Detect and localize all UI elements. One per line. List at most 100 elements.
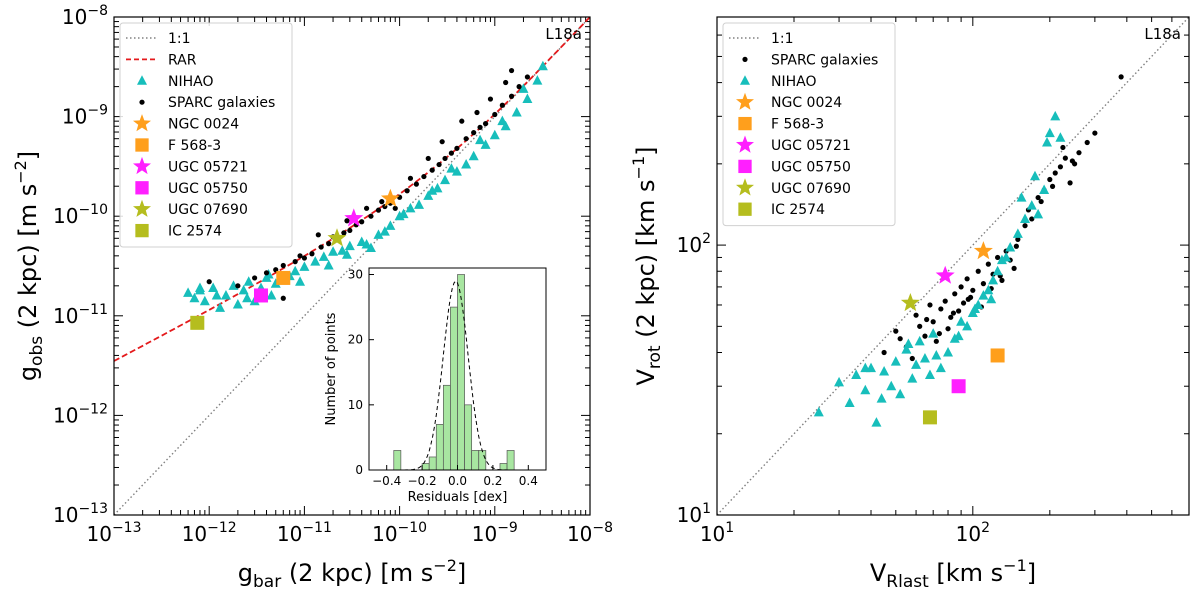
y-tick-label-12-exp: −12: [78, 401, 108, 417]
x-tick-label-8-base: 10: [567, 522, 592, 546]
legend-item-nihao: NIHAO: [740, 74, 816, 90]
series-ic-2574: [922, 410, 937, 425]
point-nihao: [295, 276, 306, 286]
point-nihao: [962, 320, 973, 331]
point-sparc-galaxies: [952, 291, 958, 297]
x-axis-label-part-1: Rlast: [886, 572, 929, 592]
point-sparc-galaxies: [477, 124, 483, 130]
point-sparc-galaxies: [922, 333, 928, 339]
point-ngc-0024: [973, 241, 993, 260]
point-ugc-07690: [327, 228, 347, 247]
point-nihao: [983, 284, 994, 295]
point-sparc-galaxies: [359, 219, 365, 225]
point-sparc-galaxies: [252, 275, 258, 281]
legend-label: NIHAO: [168, 74, 213, 90]
legend-swatch: [137, 75, 147, 85]
point-sparc-galaxies: [960, 300, 967, 306]
point-nihao: [1044, 127, 1055, 138]
point-sparc-galaxies: [1069, 158, 1075, 164]
y-tick-label-12: 10−12: [53, 401, 108, 427]
x-tick-label-1-base: 10: [700, 522, 725, 546]
point-nihao: [1050, 110, 1061, 121]
point-nihao: [427, 185, 438, 195]
point-sparc-galaxies: [893, 328, 899, 334]
point-nihao: [901, 344, 912, 354]
point-nihao: [978, 290, 989, 300]
point-sparc-galaxies: [508, 93, 515, 99]
y-tick-label-11-base: 10: [53, 304, 78, 328]
y-tick-label-9-base: 10: [62, 105, 87, 129]
point-sparc-galaxies: [297, 253, 303, 259]
plot-area: [114, 17, 590, 515]
legend-label: UGC 07690: [771, 181, 851, 197]
point-sparc-galaxies: [927, 302, 933, 308]
point-sparc-galaxies: [985, 261, 991, 267]
x-axis-label: gbar (2 kpc) [m s−2]: [238, 556, 467, 592]
legend-swatch: [139, 99, 145, 105]
point-nihao: [970, 303, 981, 313]
x-axis-label-part-1: bar: [253, 572, 281, 592]
point-sparc-galaxies: [913, 312, 919, 318]
legend-swatch: [133, 199, 151, 217]
point-sparc-galaxies: [499, 102, 505, 108]
point-nihao: [323, 259, 334, 270]
point-sparc-galaxies: [429, 167, 435, 173]
inset-y-tick-label: 10: [348, 398, 363, 412]
point-sparc-galaxies: [881, 349, 887, 356]
y-axis-label-part-3: −1: [629, 156, 648, 180]
legend-item-ic-2574: IC 2574: [738, 202, 825, 218]
point-sparc-galaxies: [958, 284, 964, 290]
x-tick-label-2-exp: 2: [981, 520, 990, 536]
legend-item-ngc-0024: NGC 0024: [133, 114, 239, 133]
y-axis-label-part-4: ]: [14, 151, 42, 160]
point-sparc-galaxies: [280, 295, 286, 301]
inset-y-tick-label: 0: [355, 463, 363, 477]
point-sparc-galaxies: [1052, 170, 1058, 176]
point-sparc-galaxies: [1011, 265, 1017, 271]
legend-box: [119, 22, 293, 248]
point-sparc-galaxies: [970, 287, 976, 293]
legend-label: IC 2574: [168, 224, 222, 240]
point-nihao: [451, 166, 462, 176]
point-sparc-galaxies: [897, 336, 903, 342]
point-nihao: [895, 388, 906, 399]
y-tick-label-12-base: 10: [53, 403, 78, 427]
point-sparc-galaxies: [341, 230, 347, 236]
point-nihao: [238, 284, 249, 295]
point-nihao: [328, 246, 339, 256]
point-nihao: [194, 282, 205, 293]
point-nihao: [337, 245, 348, 255]
inset-y-tick-label: 30: [348, 268, 363, 282]
point-sparc-galaxies: [392, 205, 398, 211]
series-sparc-galaxies: [206, 67, 530, 301]
point-nihao: [199, 295, 210, 306]
inset-x-tick-label: −0.4: [372, 474, 401, 488]
point-nihao: [211, 289, 222, 300]
x-axis-label-part-0: g: [238, 559, 253, 587]
point-nihao: [844, 397, 855, 407]
point-ugc-05721: [344, 208, 364, 227]
point-nihao: [290, 265, 301, 276]
y-tick-label-13-base: 10: [53, 503, 78, 527]
point-sparc-galaxies: [930, 319, 936, 325]
point-nihao: [270, 278, 281, 288]
point-sparc-galaxies: [280, 262, 286, 269]
point-sparc-galaxies: [508, 67, 515, 74]
y-tick-label-10: 10−10: [53, 202, 108, 228]
point-sparc-galaxies: [1062, 155, 1068, 161]
point-sparc-galaxies: [917, 323, 923, 329]
y-tick-label-2-base: 10: [677, 233, 702, 257]
point-nihao: [1029, 170, 1040, 181]
point-nihao: [1042, 136, 1053, 147]
legend-item-ugc-05721: UGC 05721: [133, 156, 248, 175]
legend-swatch: [738, 116, 752, 131]
series-ugc-05750: [253, 288, 268, 303]
point-sparc-galaxies: [948, 314, 954, 320]
point-sparc-galaxies: [1084, 139, 1090, 146]
legend-item-sparc-galaxies: SPARC galaxies: [139, 95, 275, 111]
inset-x-tick-label: 0.2: [483, 474, 502, 488]
y-tick-label-1-base: 10: [677, 503, 702, 527]
x-tick-label-11-base: 10: [277, 522, 302, 546]
point-nihao: [813, 406, 824, 417]
inset-y-axis-label: Number of points: [324, 312, 339, 425]
